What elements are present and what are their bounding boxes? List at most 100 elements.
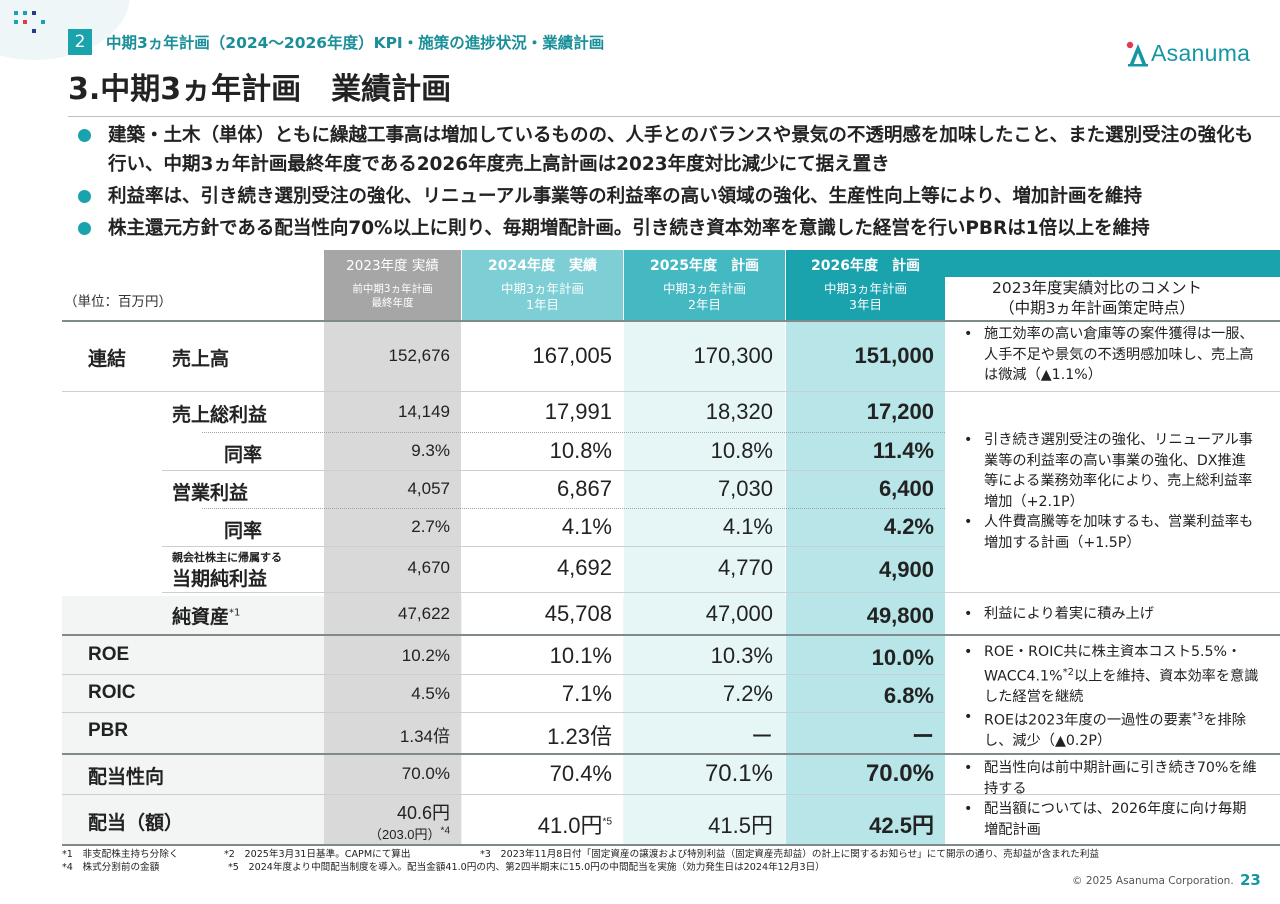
cell-net-assets-2025: 47,000 [705, 601, 773, 626]
comment-item: ROE・ROIC共に株主資本コスト5.5%・WACC4.1%*2以上を維持、資本… [960, 642, 1260, 707]
comment-item: 人件費高騰等を加味するも、営業利益率も増加する計画（+1.5P） [960, 512, 1260, 553]
comment-text: ROE・ROIC共に株主資本コスト5.5%・WACC4.1% [984, 644, 1242, 685]
cell-net-income-2024: 4,692 [556, 555, 612, 580]
bullet-item: 利益率は、引き続き選別受注の強化、リニューアル事業等の利益率の高い領域の強化、生… [78, 182, 1258, 211]
comment-text: を排除し、減少（▲0.2P） [984, 712, 1246, 750]
cell-pbr-2025: ー [750, 724, 773, 749]
cell-dividend-2024: 41.0円*5 [462, 808, 612, 840]
cell-net-income-2026: 4,900 [878, 557, 934, 582]
table-bottom-rule [62, 844, 1280, 846]
col-2024-header-bg [462, 250, 623, 320]
header-2023: 2023年度 実績 前中期3ヵ年計画 最終年度 [324, 258, 461, 310]
cell-pbr-2026: ー [911, 724, 934, 749]
section-rule [62, 753, 1280, 755]
comment-item: ROEは2023年度の一過性の要素*3を排除し、減少（▲0.2P） [960, 707, 1260, 752]
row-divider [202, 508, 945, 509]
header-year: 2026年度 計画 [811, 258, 920, 274]
cell-sales-2026: 151,000 [854, 343, 934, 368]
cell-net-assets-2024: 45,708 [544, 601, 612, 626]
footnote-ref: *2 [1062, 666, 1074, 678]
cell-dividend-2023-presplit: （203.0円）*4 [362, 824, 450, 843]
cell-gross-margin-2023: 9.3% [411, 441, 450, 460]
row-label-dividend: 配当（額） [88, 812, 184, 834]
header-2025: 2025年度 計画 中期3ヵ年計画 2年目 [624, 258, 785, 313]
comment-equity: 利益により着実に積み上げ [960, 604, 1260, 625]
cell-gross-margin-2024: 10.8% [549, 438, 612, 463]
header-plan-year: 2年目 [688, 297, 721, 312]
cell-pbr-2023: 1.34倍 [399, 727, 450, 746]
cell-gross-profit-2023: 14,149 [398, 402, 450, 421]
group-label: 連結 [88, 348, 127, 370]
row-divider [162, 592, 1280, 593]
presplit-value: （203.0円） [369, 827, 441, 842]
row-divider [62, 674, 945, 675]
row-divider [62, 794, 1280, 795]
bullet-text: 株主還元方針である配当性向70%以上に則り、毎期増配計画。引き続き資本効率を意識… [108, 218, 1150, 239]
cell-net-income-2025: 4,770 [717, 555, 773, 580]
section-header: 2 中期3ヵ年計画（2024～2026年度）KPI・施策の進捗状況・業績計画 [68, 29, 604, 55]
cell-net-assets-2026: 49,800 [866, 603, 934, 628]
row-label-sales: 売上高 [172, 348, 230, 370]
header-year: 2024年度 実績 [488, 258, 597, 274]
cell-operating-margin-2026: 4.2% [883, 514, 934, 539]
label-text: 純資産 [172, 606, 230, 628]
bullet-dot-icon [78, 129, 91, 142]
footnote-3: *3 2023年11月8日付「固定資産の譲渡および特別利益（固定資産売却益）の計… [480, 849, 1100, 860]
cell-gross-margin-2026: 11.4% [872, 438, 934, 463]
cell-roic-2024: 7.1% [561, 681, 612, 706]
cell-net-income-2023: 4,670 [407, 558, 450, 577]
col-2026-header-bg [786, 250, 945, 320]
comment-dividend: 配当性向は前中期計画に引き続き70%を維持する 配当額については、2026年度に… [960, 758, 1260, 840]
comment-header-bar [945, 250, 1280, 277]
footnote-2: *2 2025年3月31日基準。CAPMにて算出 [224, 849, 411, 860]
header-2026: 2026年度 計画 中期3ヵ年計画 3年目 [786, 258, 945, 313]
comment-header-title: 2023年度実績対比のコメント [992, 279, 1202, 297]
comment-header-subtitle: （中期3ヵ年計画策定時点） [999, 299, 1195, 317]
cell-operating-profit-2026: 6,400 [878, 476, 934, 501]
comment-roe: ROE・ROIC共に株主資本コスト5.5%・WACC4.1%*2以上を維持、資本… [960, 642, 1260, 752]
cell-dividend-2025: 41.5円 [708, 813, 773, 838]
row-label-operating-margin: 同率 [224, 520, 263, 542]
bullet-dot-icon [78, 190, 91, 203]
cell-operating-margin-2025: 4.1% [722, 514, 773, 539]
cell-roic-2023: 4.5% [411, 684, 450, 703]
bullet-dot-icon [78, 222, 91, 235]
cell-roic-2026: 6.8% [883, 683, 934, 708]
asanuma-logo-icon [1126, 41, 1148, 67]
footnote-5: *5 2024年度より中間配当制度を導入。配当金額41.0円の内、第2四半期末に… [228, 862, 825, 873]
footnote-ref: *4 [440, 825, 450, 837]
cell-payout-2025: 70.1% [704, 760, 773, 787]
cell-roe-2023: 10.2% [401, 646, 450, 665]
row-divider [202, 432, 945, 433]
header-plan-year: 3年目 [849, 297, 882, 312]
title-divider [68, 116, 1280, 117]
header-year: 2023年度 実績 [346, 258, 439, 274]
bullet-item: 建築・土木（単体）ともに繰越工事高は増加しているものの、人手とのバランスや景気の… [78, 121, 1258, 179]
col-2023-header-bg [324, 250, 461, 320]
row-divider [62, 391, 1280, 392]
col-2024-bg [462, 320, 623, 845]
header-plan-year: 最終年度 [371, 297, 414, 309]
cell-gross-profit-2026: 17,200 [866, 399, 934, 424]
header-plan: 中期3ヵ年計画 [663, 281, 746, 296]
cell-payout-2026: 70.0% [865, 760, 934, 787]
comment-item: 引き続き選別受注の強化、リニューアル事業等の利益率の高い事業の強化、DX推進等に… [960, 430, 1260, 512]
bullet-text: 建築・土木（単体）ともに繰越工事高は増加しているものの、人手とのバランスや景気の… [108, 125, 1254, 175]
cell-operating-profit-2025: 7,030 [717, 476, 773, 501]
company-logo: Asanuma [1125, 40, 1250, 70]
row-divider [162, 470, 945, 471]
comment-item: 利益により着実に積み上げ [960, 604, 1260, 625]
row-label-gross-profit: 売上総利益 [172, 404, 268, 426]
cell-dividend-2023: 40.6円 [396, 803, 450, 823]
col-2026-bg [786, 320, 945, 845]
cell-sales-2024: 167,005 [532, 343, 612, 368]
comment-text: 以上を維持、資本効率を意識した経営を継続 [984, 668, 1259, 705]
comment-item: 配当性向は前中期計画に引き続き70%を維持する [960, 758, 1260, 799]
footnote-1: *1 非支配株主持ち分除く [62, 849, 179, 860]
col-2025-header-bg [624, 250, 785, 320]
cell-gross-profit-2025: 18,320 [705, 399, 773, 424]
copyright: © 2025 Asanuma Corporation. [1072, 875, 1234, 887]
row-label-roic: ROIC [88, 682, 136, 703]
footnote-ref: *3 [1191, 711, 1204, 723]
row-label-net-income: 当期純利益 [172, 568, 268, 590]
